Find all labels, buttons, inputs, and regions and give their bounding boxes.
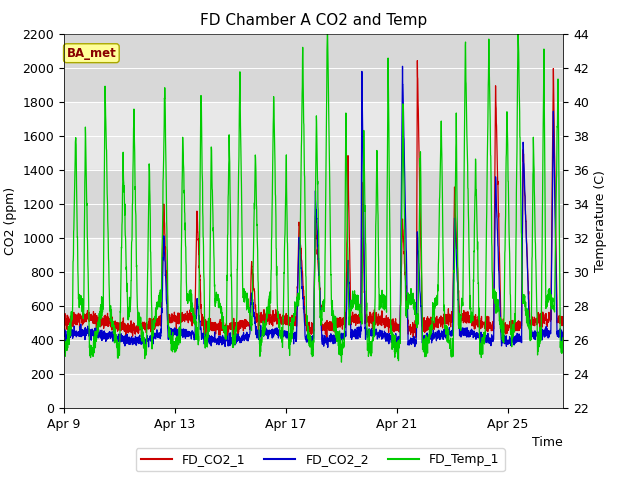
Title: FD Chamber A CO2 and Temp: FD Chamber A CO2 and Temp — [200, 13, 428, 28]
Bar — [64, 170, 563, 238]
Bar — [64, 306, 563, 374]
X-axis label: Time: Time — [532, 436, 563, 449]
Y-axis label: Temperature (C): Temperature (C) — [595, 170, 607, 272]
Bar — [64, 34, 563, 102]
Legend: FD_CO2_1, FD_CO2_2, FD_Temp_1: FD_CO2_1, FD_CO2_2, FD_Temp_1 — [136, 448, 504, 471]
Bar — [64, 238, 563, 306]
Y-axis label: CO2 (ppm): CO2 (ppm) — [4, 187, 17, 255]
Bar — [64, 102, 563, 170]
Text: BA_met: BA_met — [67, 47, 116, 60]
Bar — [64, 374, 563, 408]
